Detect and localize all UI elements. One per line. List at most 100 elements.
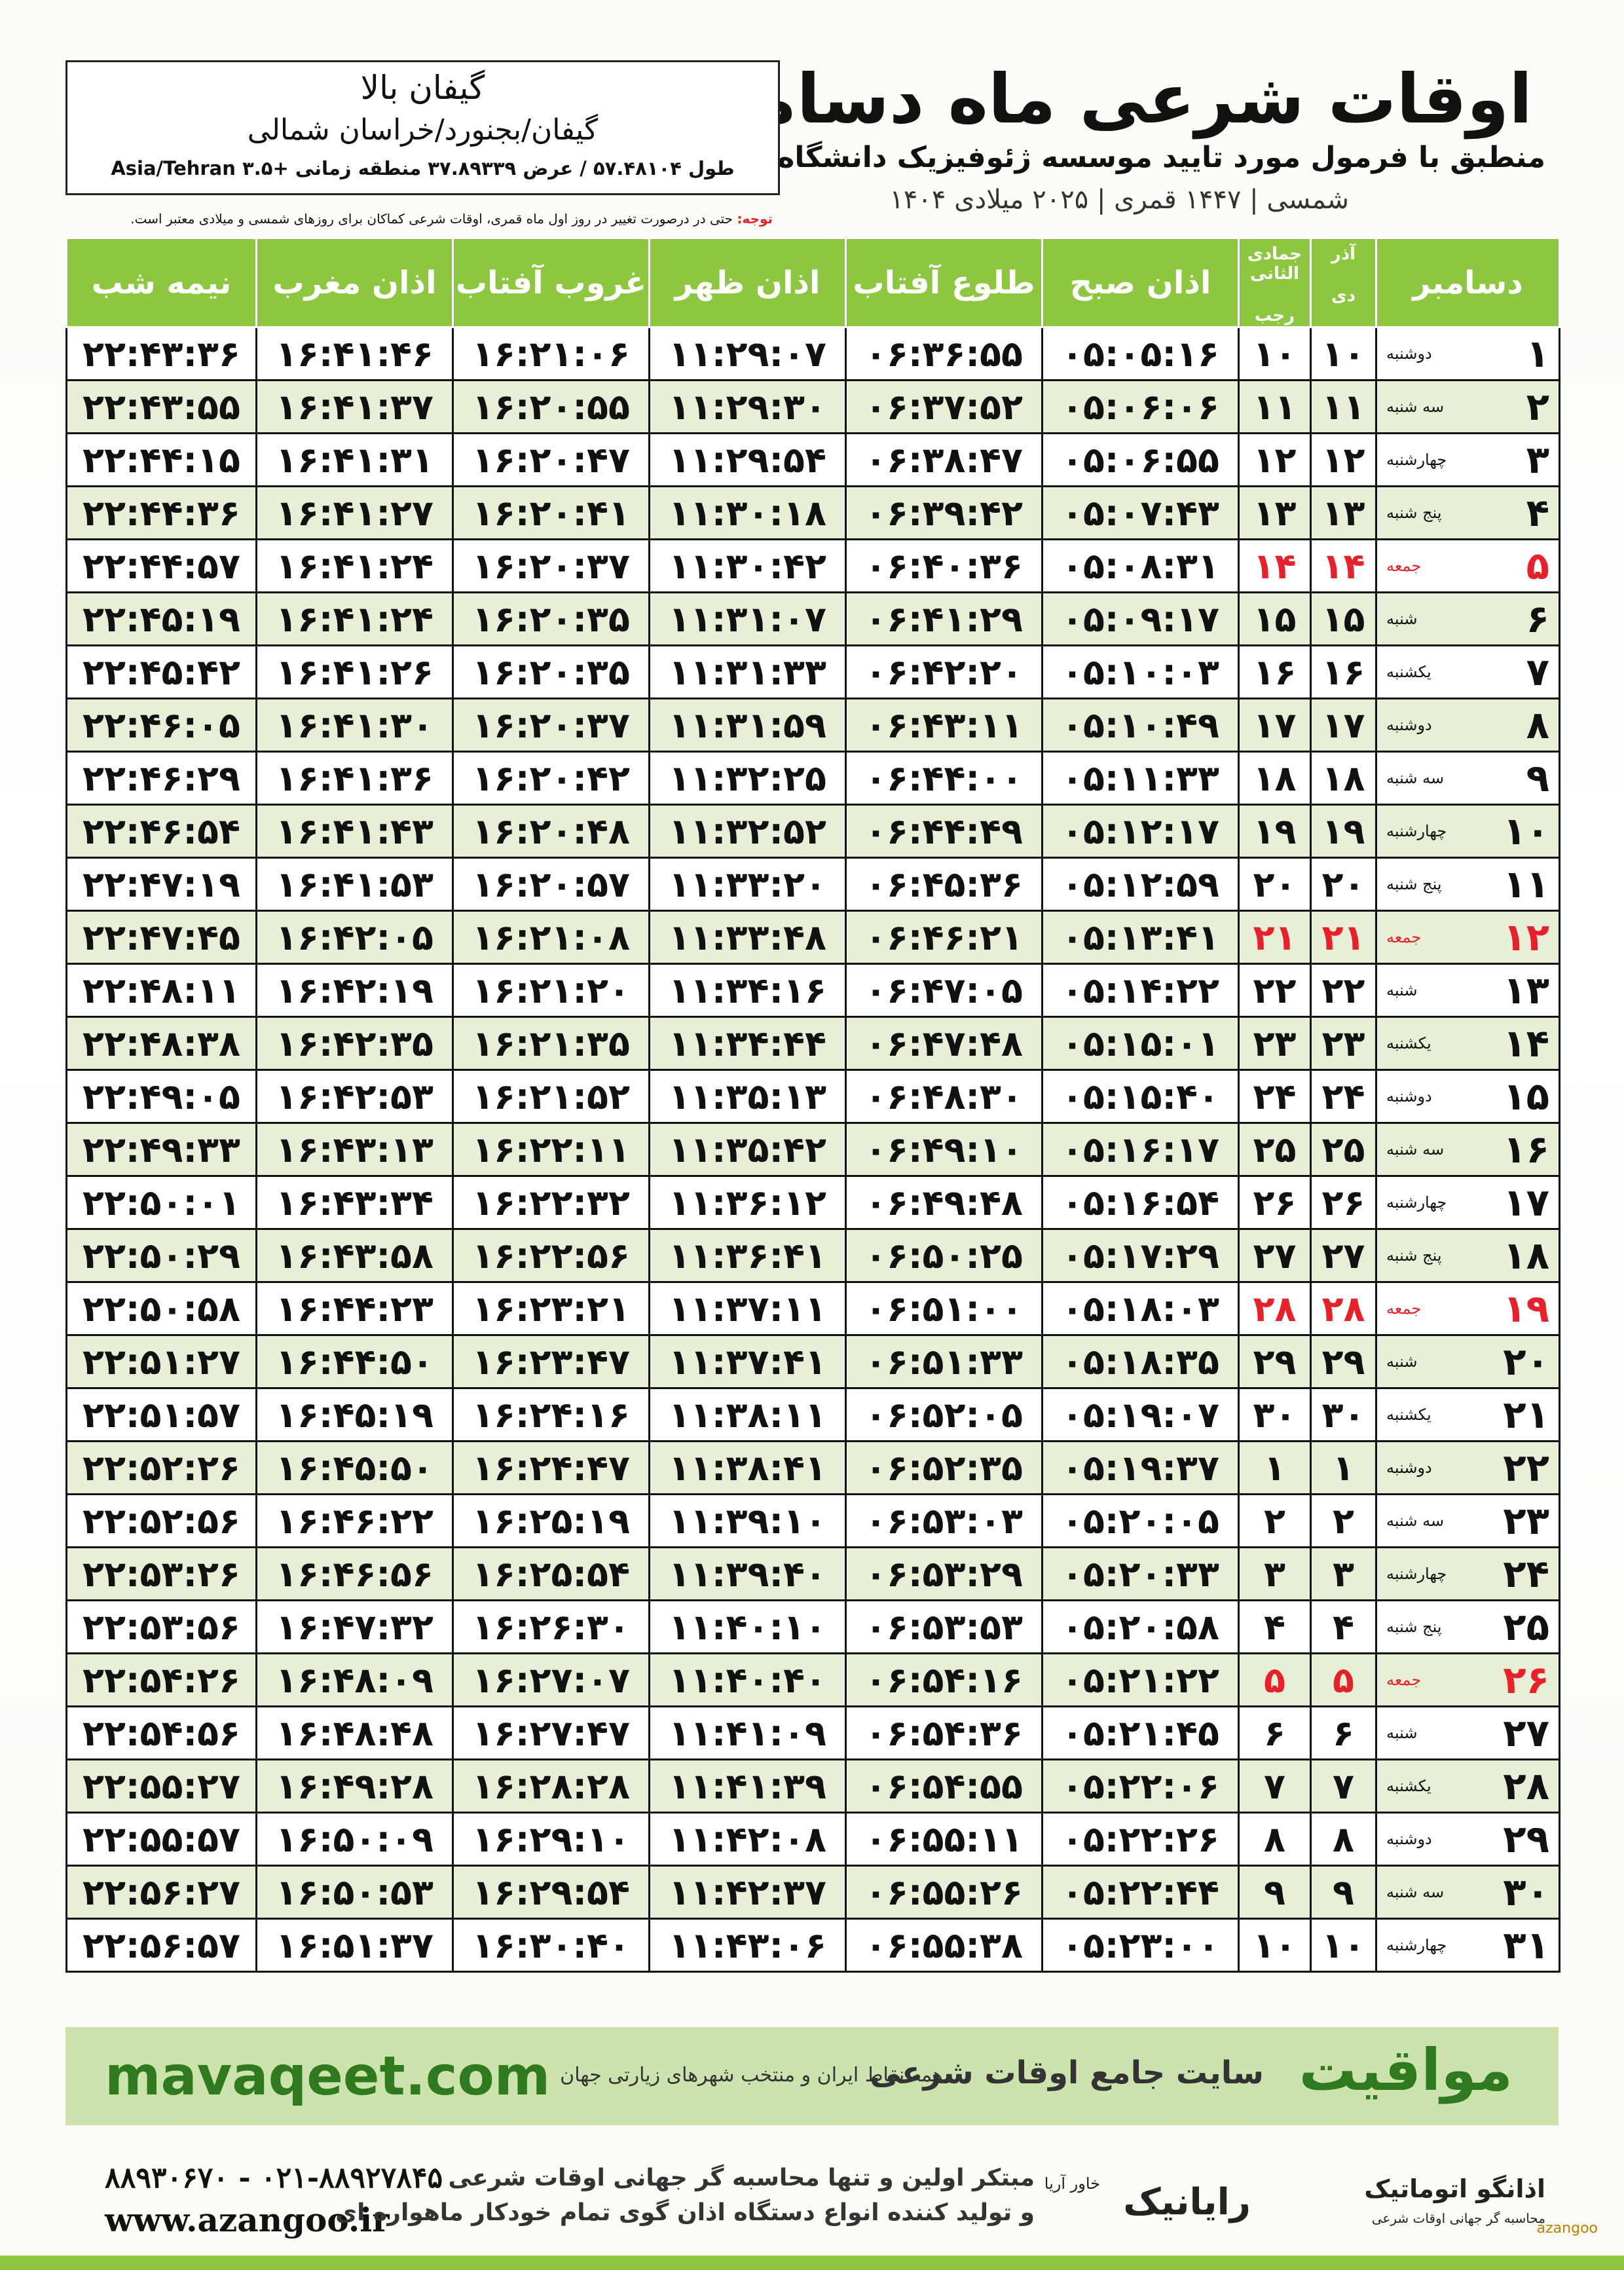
time: ۱۶:۴۲:۰۵ [276, 916, 434, 958]
day-cell: ۱۳ شنبه [1375, 963, 1560, 1018]
weekday: چهارشنبه [1386, 1565, 1447, 1583]
time-cell: ۰۶:۴۰:۳۶ [845, 538, 1043, 593]
weekday: پنج شنبه [1386, 504, 1442, 522]
day-cell: ۱ دوشنبه [1375, 326, 1560, 381]
time-cell: ۰۵:۲۰:۰۵ [1041, 1493, 1240, 1548]
time: ۱۱:۳۹:۱۰ [669, 1500, 826, 1542]
time-cell: ۰۶:۵۱:۰۰ [845, 1281, 1043, 1336]
time-cell: ۱۱:۳۸:۱۱ [648, 1387, 847, 1442]
day-cell: ۱۷ چهارشنبه [1375, 1175, 1560, 1230]
time-cell: ۱۶:۴۲:۵۳ [255, 1069, 454, 1124]
time-cell: ۱۶:۴۶:۲۲ [255, 1493, 454, 1548]
lunar-day: ۲۶ [1238, 1175, 1312, 1230]
time-cell: ۱۱:۳۶:۴۱ [648, 1228, 847, 1283]
time: ۱۶:۴۱:۳۰ [276, 704, 434, 746]
time-cell: ۱۱:۲۹:۳۰ [648, 379, 847, 434]
time: ۲۲:۵۲:۲۶ [83, 1447, 240, 1489]
time-cell: ۱۶:۲۱:۵۲ [452, 1069, 650, 1124]
location-name: گیفان بالا [360, 69, 485, 107]
time-cell: ۰۶:۵۴:۳۶ [845, 1705, 1043, 1760]
time: ۱۶:۲۱:۰۸ [472, 916, 630, 958]
day-cell: ۲۷ شنبه [1375, 1705, 1560, 1760]
time-cell: ۱۱:۴۰:۱۰ [648, 1599, 847, 1654]
lunar-day: ۶ [1238, 1705, 1312, 1760]
time: ۲۲:۵۵:۵۷ [83, 1818, 240, 1860]
lunar-day: ۱ [1238, 1440, 1312, 1495]
time-cell: ۱۱:۳۱:۵۹ [648, 698, 847, 753]
time: ۱۶:۴۳:۵۸ [276, 1235, 434, 1276]
time-cell: ۱۶:۲۰:۴۲ [452, 751, 650, 806]
time-cell: ۰۶:۵۳:۲۹ [845, 1546, 1043, 1601]
day-cell: ۱۵ دوشنبه [1375, 1069, 1560, 1124]
time: ۱۱:۲۹:۳۰ [669, 386, 826, 428]
lunar-day: ۱۱ [1238, 379, 1312, 434]
day-number: ۵ [1526, 544, 1549, 588]
day-cell: ۲ سه شنبه [1375, 379, 1560, 434]
time: ۱۱:۳۰:۴۲ [669, 545, 826, 587]
day-number: ۱۵ [1503, 1074, 1549, 1119]
lunar-day: ۲۳ [1238, 1016, 1312, 1071]
time: ۰۶:۴۹:۴۸ [865, 1182, 1023, 1223]
time-cell: ۱۶:۲۱:۰۸ [452, 910, 650, 965]
time: ۱۱:۴۱:۰۹ [669, 1712, 826, 1754]
solar-day: ۲۲ [1310, 963, 1377, 1018]
time: ۲۲:۴۹:۳۳ [83, 1128, 240, 1170]
weekday: یکشنبه [1386, 1777, 1431, 1795]
day-cell: ۵ جمعه [1375, 538, 1560, 593]
time: ۲۲:۵۰:۵۸ [83, 1288, 240, 1330]
time: ۲۲:۴۶:۵۴ [83, 810, 240, 852]
time: ۰۵:۱۲:۱۷ [1061, 810, 1219, 852]
table-row: ۶ شنبه ۱۵ ۱۵ ۰۵:۰۹:۱۷ ۰۶:۴۱:۲۹ ۱۱:۳۱:۰۷ ۱۶:۲۰:۳… [65, 591, 1560, 646]
weekday: چهارشنبه [1386, 822, 1447, 840]
time-cell: ۰۶:۴۷:۰۵ [845, 963, 1043, 1018]
time: ۱۶:۵۰:۵۳ [276, 1871, 434, 1913]
time: ۱۶:۴۷:۳۲ [276, 1606, 434, 1648]
time: ۱۶:۲۰:۴۲ [472, 757, 630, 799]
solar-day: ۱۹ [1310, 804, 1377, 859]
note-text: حتی در درصورت تغییر در روز اول ماه قمری،… [130, 211, 733, 227]
time: ۰۶:۵۱:۰۰ [865, 1288, 1023, 1330]
site-link[interactable]: mavaqeet.com [105, 2045, 551, 2108]
time-cell: ۲۲:۴۵:۱۹ [65, 591, 257, 646]
solar-day: ۳ [1310, 1546, 1377, 1601]
day-cell: ۱۰ چهارشنبه [1375, 804, 1560, 859]
table-row: ۲۴ چهارشنبه ۳ ۳ ۰۵:۲۰:۳۳ ۰۶:۵۳:۲۹ ۱۱:۳۹:۴۰ ۱۶:۲… [65, 1546, 1560, 1601]
web-link[interactable]: www.azangoo.ir [105, 2201, 390, 2239]
time: ۱۱:۳۰:۱۸ [669, 492, 826, 534]
solar-day: ۸ [1310, 1812, 1377, 1867]
time-cell: ۰۶:۵۳:۰۳ [845, 1493, 1043, 1548]
time: ۰۵:۲۲:۴۴ [1061, 1871, 1219, 1913]
solar-day: ۱۱ [1310, 379, 1377, 434]
table-row: ۲۰ شنبه ۲۹ ۲۹ ۰۵:۱۸:۳۵ ۰۶:۵۱:۳۳ ۱۱:۳۷:۴۱ ۱۶:۲۳:… [65, 1334, 1560, 1389]
time: ۰۶:۴۴:۰۰ [865, 757, 1023, 799]
time: ۰۶:۴۳:۱۱ [865, 704, 1023, 746]
day-number: ۱۱ [1503, 862, 1549, 906]
weekday: دوشنبه [1386, 1830, 1432, 1848]
time-cell: ۱۱:۳۲:۲۵ [648, 751, 847, 806]
time: ۱۶:۲۰:۴۸ [472, 810, 630, 852]
time: ۱۱:۳۲:۵۲ [669, 810, 826, 852]
time: ۱۶:۴۱:۳۱ [276, 439, 434, 481]
time: ۰۵:۱۱:۳۳ [1061, 757, 1219, 799]
lunar-day: ۲۴ [1238, 1069, 1312, 1124]
time-cell: ۱۶:۲۲:۱۱ [452, 1122, 650, 1177]
time: ۰۶:۴۸:۳۰ [865, 1075, 1023, 1117]
time-cell: ۰۵:۱۵:۰۱ [1041, 1016, 1240, 1071]
time: ۱۱:۴۳:۰۶ [669, 1924, 826, 1966]
day-number: ۲۸ [1503, 1764, 1549, 1808]
time: ۱۶:۴۱:۴۶ [276, 333, 434, 375]
day-number: ۶ [1526, 597, 1549, 641]
time: ۱۶:۲۱:۳۵ [472, 1022, 630, 1064]
day-cell: ۲۶ جمعه [1375, 1652, 1560, 1707]
time: ۱۱:۳۲:۲۵ [669, 757, 826, 799]
time: ۲۲:۵۳:۵۶ [83, 1606, 240, 1648]
time: ۰۶:۳۹:۴۲ [865, 492, 1023, 534]
time: ۱۶:۲۵:۱۹ [472, 1500, 630, 1542]
time: ۱۶:۲۷:۰۷ [472, 1659, 630, 1701]
lunar-day: ۱۰ [1238, 326, 1312, 381]
time-cell: ۰۵:۲۲:۴۴ [1041, 1865, 1240, 1920]
solar-day: ۱ [1310, 1440, 1377, 1495]
day-number: ۲۶ [1503, 1658, 1549, 1702]
time-cell: ۰۵:۱۶:۵۴ [1041, 1175, 1240, 1230]
time: ۰۵:۱۴:۲۲ [1061, 969, 1219, 1011]
